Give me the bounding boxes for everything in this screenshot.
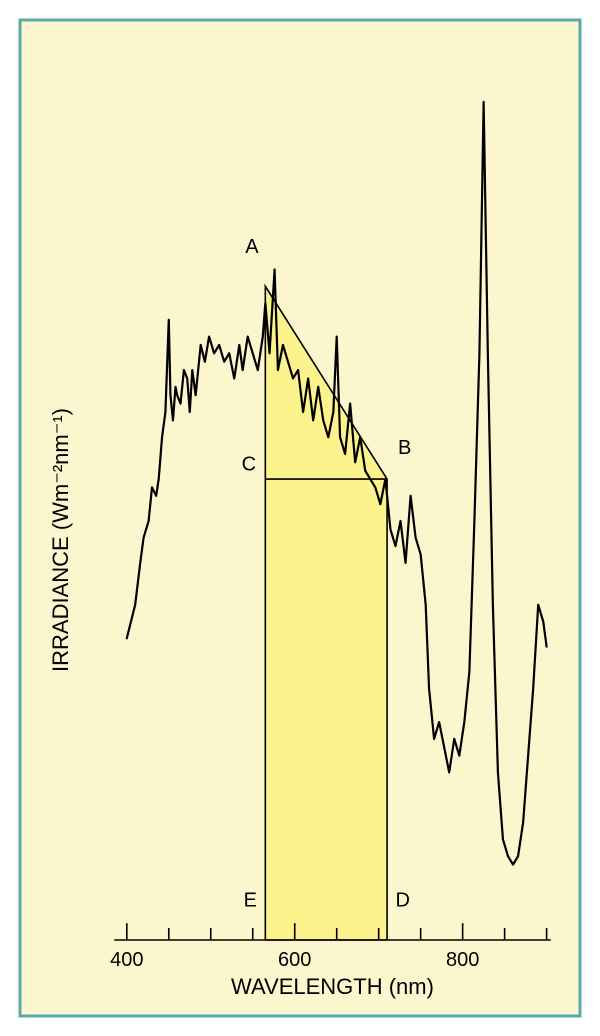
x-tick-label: 400 bbox=[110, 949, 143, 971]
point-label-D: D bbox=[395, 889, 409, 911]
spectrum-chart: 400 600 800 WAVELENGTH (nm) IRRADIANCE (Wm⁻²… bbox=[0, 0, 600, 1036]
point-label-E: E bbox=[244, 889, 257, 911]
y-axis-label: IRRADIANCE (Wm⁻²nm⁻¹) bbox=[48, 408, 73, 672]
x-tick-label: 600 bbox=[278, 949, 311, 971]
point-label-B: B bbox=[398, 437, 411, 459]
x-tick-label: 800 bbox=[446, 949, 479, 971]
x-axis-label: WAVELENGTH (nm) bbox=[231, 974, 434, 999]
point-label-C: C bbox=[242, 454, 256, 476]
point-label-A: A bbox=[245, 236, 259, 258]
